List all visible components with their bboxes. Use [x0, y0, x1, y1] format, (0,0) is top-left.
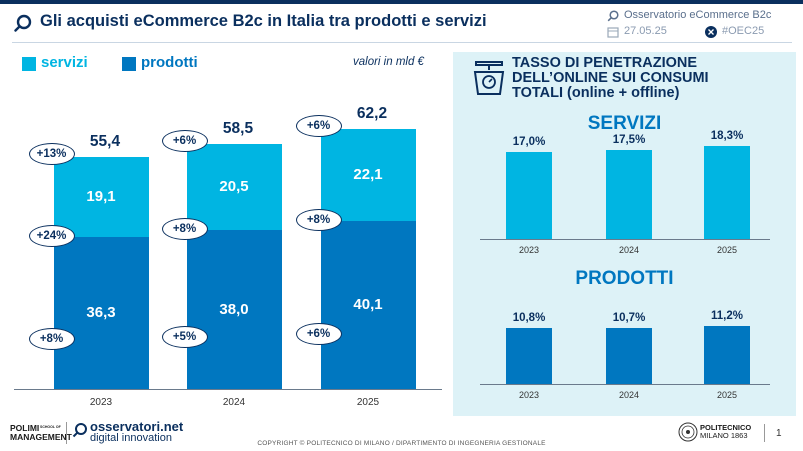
panel-title-line1: TASSO DI PENETRAZIONE — [512, 55, 698, 71]
penetration-year-servizi-2024: 2024 — [618, 245, 640, 255]
polimi-logo-small: SCHOOL OF — [40, 425, 61, 429]
penetration-year-prodotti-2024: 2024 — [618, 390, 640, 400]
panel-title-line3: TOTALI (online + offline) — [512, 85, 680, 101]
penetration-value-prodotti-2025: 11,2% — [711, 309, 743, 322]
polimi-logo-line2: MANAGEMENT — [10, 432, 72, 442]
value-label-servizi-2025: 22,1 — [353, 166, 383, 184]
total-label-2023: 55,4 — [89, 133, 121, 151]
penetration-bar-prodotti-2025 — [704, 325, 750, 384]
prodotti-axis-line — [480, 384, 770, 385]
prodotti-subtitle: PRODOTTI — [575, 268, 674, 289]
value-label-prodotti-2025: 40,1 — [353, 296, 383, 314]
year-label-2025: 2025 — [356, 397, 380, 408]
magnifier-small-icon — [607, 10, 619, 22]
politecnico-seal-icon — [678, 422, 698, 442]
total-label-2025: 62,2 — [356, 105, 388, 122]
bar-servizi-2025: 22,1 — [320, 129, 416, 222]
total-label-2024: 58,5 — [222, 120, 254, 138]
hashtag-label: #OEC25 — [722, 25, 765, 37]
legend-label-servizi: servizi — [41, 54, 88, 71]
bar-prodotti-2024: 38,0 — [186, 230, 282, 389]
servizi-subtitle: SERVIZI — [587, 113, 662, 134]
growth-total-2023: +13% — [28, 143, 75, 166]
legend-swatch-servizi — [22, 57, 36, 71]
value-label-servizi-2023: 19,1 — [86, 188, 116, 206]
page-title: Gli acquisti eCommerce B2c in Italia tra… — [40, 12, 487, 30]
x-axis-line — [14, 389, 442, 390]
penetration-year-servizi-2025: 2025 — [716, 245, 738, 255]
bar-servizi-2024: 20,5 — [186, 144, 282, 231]
footer-separator — [764, 424, 765, 442]
x-logo-icon — [705, 26, 717, 38]
penetration-bar-servizi-2023 — [506, 152, 552, 239]
bar-prodotti-2025: 40,1 — [320, 221, 416, 389]
scale-icon — [473, 61, 505, 95]
penetration-value-servizi-2024: 17,5% — [612, 133, 646, 146]
politecnico-logo: POLITECNICO MILANO 1863 — [700, 424, 751, 440]
growth-prodotti-2025: +6% — [295, 322, 342, 345]
digital-innovation-text: digital innovation — [90, 432, 172, 444]
polimi-logo-line1: POLIMI — [10, 423, 40, 433]
growth-total-2024: +6% — [161, 130, 208, 153]
value-label-servizi-2024: 20,5 — [219, 178, 249, 196]
growth-servizi-2023: +24% — [28, 225, 75, 248]
top-accent-bar — [0, 0, 803, 4]
value-label-prodotti-2023: 36,3 — [86, 304, 116, 322]
header-divider — [12, 42, 792, 43]
bar-servizi-2023: 19,1 — [53, 157, 149, 238]
stacked-bar-chart: 36,3 19,1 55,4 +13% +24% +8% 2023 38,0 20,5 58,5 +… — [28, 105, 416, 408]
value-label-prodotti-2024: 38,0 — [219, 300, 249, 318]
politecnico-line1: POLITECNICO — [700, 423, 752, 432]
penetration-value-prodotti-2024: 10,7% — [612, 312, 646, 325]
penetration-bar-prodotti-2023 — [506, 327, 552, 384]
growth-prodotti-2023: +8% — [28, 327, 75, 350]
penetration-value-servizi-2023: 17,0% — [512, 136, 546, 149]
bar-prodotti-2023: 36,3 — [53, 237, 149, 389]
panel-title: TASSO DI PENETRAZIONE DELL’ONLINE SUI CO… — [512, 56, 792, 101]
growth-servizi-2024: +8% — [161, 218, 208, 241]
calendar-icon — [607, 27, 619, 38]
servizi-axis-line — [480, 239, 770, 240]
year-label-2024: 2024 — [222, 397, 246, 408]
penetration-value-prodotti-2023: 10,8% — [512, 311, 546, 324]
copyright-text: COPYRIGHT © POLITECNICO DI MILANO / DIPA… — [257, 440, 546, 447]
panel-title-line2: DELL’ONLINE SUI CONSUMI — [512, 70, 709, 86]
penetration-year-prodotti-2023: 2023 — [518, 390, 540, 400]
unit-note: valori in mld € — [353, 56, 424, 68]
year-label-2023: 2023 — [89, 397, 113, 408]
growth-total-2025: +6% — [295, 115, 342, 137]
penetration-year-servizi-2023: 2023 — [518, 245, 540, 255]
growth-prodotti-2024: +5% — [161, 325, 208, 348]
penetration-year-prodotti-2025: 2025 — [716, 390, 738, 400]
penetration-bar-servizi-2025 — [704, 145, 750, 239]
penetration-bar-servizi-2024 — [606, 149, 652, 239]
legend-label-prodotti: prodotti — [141, 54, 198, 71]
page-number: 1 — [776, 428, 782, 439]
date-label: 27.05.25 — [624, 25, 667, 37]
polimi-logo: POLIMI MANAGEMENT — [10, 424, 72, 442]
penetration-value-servizi-2025: 18,3% — [710, 129, 744, 142]
growth-servizi-2025: +8% — [295, 209, 342, 232]
osservatori-logo-icon — [72, 423, 87, 438]
politecnico-line2: MILANO 1863 — [700, 431, 748, 440]
penetration-bar-prodotti-2024 — [606, 328, 652, 384]
legend-swatch-prodotti — [122, 57, 136, 71]
magnifier-logo-icon — [14, 14, 32, 32]
logo-separator — [66, 422, 67, 444]
osservatori-logo-text: osservatori.net — [90, 419, 184, 434]
org-name: Osservatorio eCommerce B2c — [624, 9, 772, 21]
